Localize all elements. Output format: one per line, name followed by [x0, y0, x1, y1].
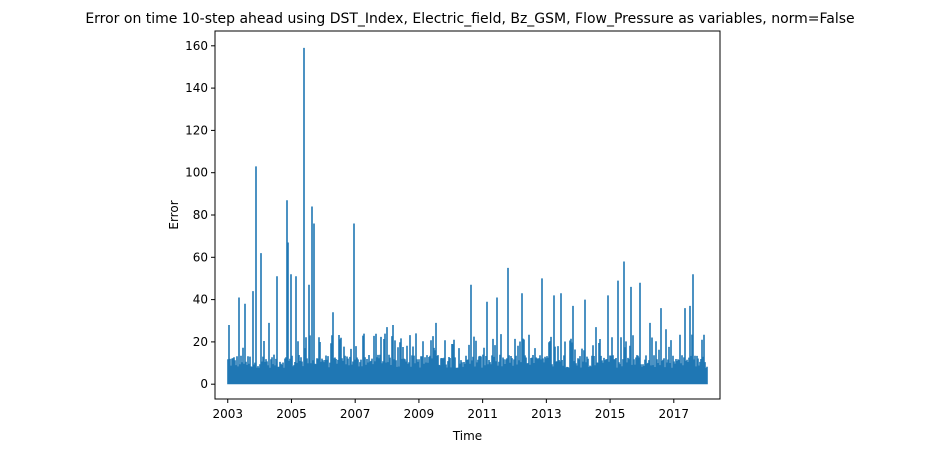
- y-tick-label: 40: [193, 293, 208, 307]
- y-axis: 0 20 40 60 80 100 120 140 160: [185, 39, 215, 391]
- y-tick-label: 20: [193, 335, 208, 349]
- y-tick-label: 160: [185, 39, 208, 53]
- x-tick-label: 2003: [212, 407, 243, 421]
- y-tick-label: 0: [200, 377, 208, 391]
- error-series-line: [227, 47, 708, 385]
- y-tick-label: 60: [193, 250, 208, 264]
- y-axis-label: Error: [167, 200, 181, 229]
- y-tick-label: 140: [185, 81, 208, 95]
- x-tick-label: 2009: [404, 407, 435, 421]
- series-layer: [227, 47, 708, 385]
- x-axis-label: Time: [452, 429, 482, 443]
- x-tick-label: 2013: [531, 407, 562, 421]
- y-tick-label: 80: [193, 208, 208, 222]
- x-tick-label: 2005: [276, 407, 307, 421]
- y-tick-label: 120: [185, 123, 208, 137]
- x-tick-label: 2011: [467, 407, 498, 421]
- y-tick-label: 100: [185, 166, 208, 180]
- chart-title: Error on time 10-step ahead using DST_In…: [85, 11, 854, 27]
- x-tick-label: 2007: [340, 407, 371, 421]
- x-axis: 2003 2005 2007 2009 2011 2013 2015 2017: [212, 399, 689, 421]
- x-tick-label: 2015: [595, 407, 626, 421]
- x-tick-label: 2017: [659, 407, 690, 421]
